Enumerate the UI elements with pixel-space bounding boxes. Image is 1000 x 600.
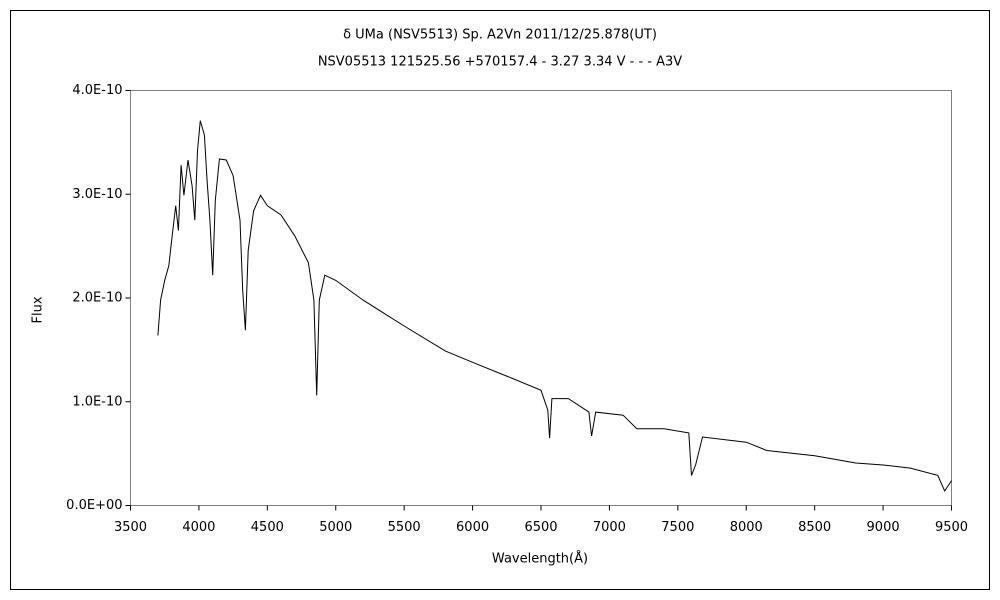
plot-area xyxy=(130,90,952,506)
x-tick-label: 6500 xyxy=(524,520,557,535)
y-tick-label: 4.0E-10 xyxy=(72,83,122,98)
spectrum-line xyxy=(157,120,952,493)
x-tick-label: 3500 xyxy=(114,520,147,535)
x-tick-label: 8000 xyxy=(730,520,763,535)
chart-subtitle: NSV05513 121525.56 +570157.4 - 3.27 3.34… xyxy=(318,55,682,70)
x-tick-label: 8500 xyxy=(798,520,831,535)
x-tick-label: 9000 xyxy=(867,520,900,535)
y-axis-label: Flux xyxy=(31,296,46,323)
x-axis-label: Wavelength(Å) xyxy=(492,551,588,567)
x-tick-label: 7500 xyxy=(661,520,694,535)
chart-frame xyxy=(10,10,990,590)
x-tick-label: 6000 xyxy=(456,520,489,535)
y-tick-label: 3.0E-10 xyxy=(72,187,122,202)
y-tick-label: 1.0E-10 xyxy=(72,394,122,409)
x-tick-label: 4000 xyxy=(182,520,215,535)
x-tick-label: 5500 xyxy=(388,520,421,535)
y-tick-label: 0.0E+00 xyxy=(66,498,122,513)
x-tick-label: 7000 xyxy=(593,520,626,535)
x-tick-label: 4500 xyxy=(251,520,284,535)
chart-title: δ UMa (NSV5513) Sp. A2Vn 2011/12/25.878(… xyxy=(343,28,657,43)
x-tick-label: 5000 xyxy=(319,520,352,535)
y-tick-label: 2.0E-10 xyxy=(72,291,122,306)
x-tick-label: 9500 xyxy=(935,520,968,535)
